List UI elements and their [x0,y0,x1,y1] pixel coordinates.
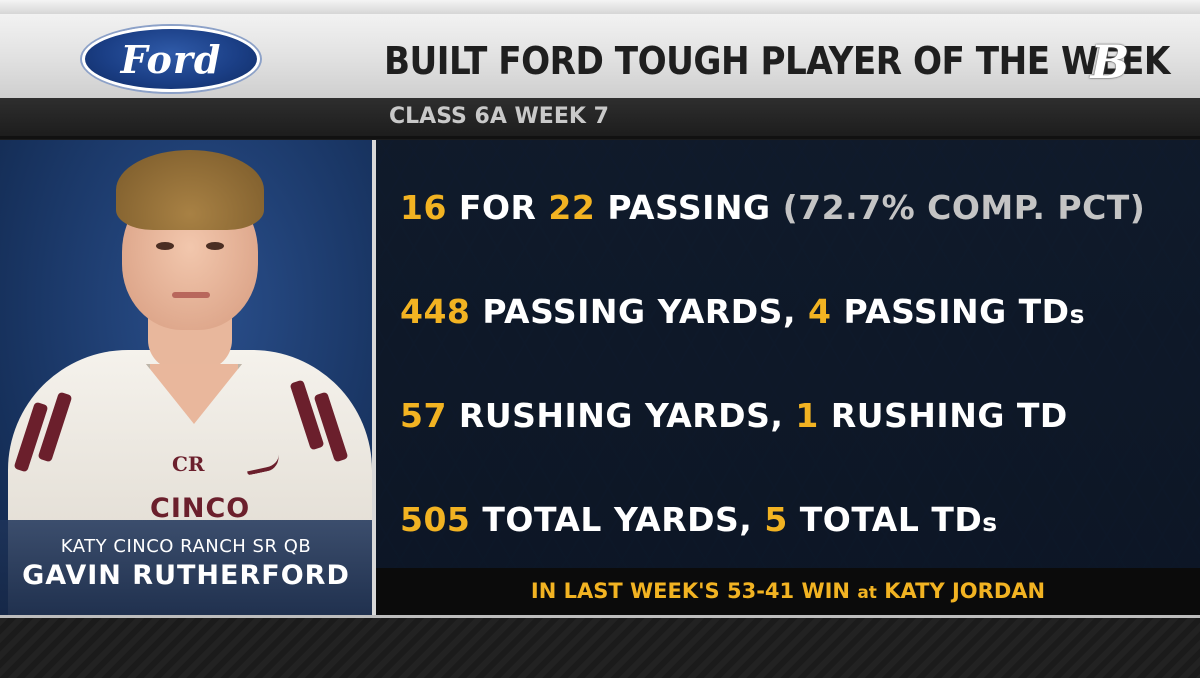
jersey-logo: CR [172,452,205,476]
panel-divider [372,140,376,615]
stat-text: TOTAL YARDS, [470,500,765,539]
stat-line: 57 RUSHING YARDS, 1 RUSHING TD [400,396,1068,436]
week-label: CLASS 6A WEEK 7 [389,104,609,129]
stat-value: 4 [807,292,832,331]
header-bar: Ford BUILT FORD TOUGH PLAYER OF THE WEEK… [0,14,1200,100]
stat-text: PASSING [595,188,783,227]
stat-line: 448 PASSING YARDS, 4 PASSING TDs [400,292,1085,335]
stat-text: TOTAL TD [787,500,983,539]
stat-text: PASSING YARDS, [470,292,808,331]
sub-header-bar: CLASS 6A WEEK 7 [0,98,1200,139]
stat-line: 16 FOR 22 PASSING (72.7% COMP. PCT) [400,188,1145,228]
page-title: BUILT FORD TOUGH PLAYER OF THE WEEK [384,39,1170,83]
stat-line: 505 TOTAL YARDS, 5 TOTAL TDs [400,500,998,543]
network-logo: B [1090,35,1130,89]
bottom-strip [0,615,1200,678]
player-name: GAVIN RUTHERFORD [22,560,350,591]
game-result-opponent: KATY JORDAN [876,579,1046,603]
stat-text: RUSHING YARDS, [446,396,796,435]
stat-text: FOR [446,188,549,227]
game-result: IN LAST WEEK'S 53-41 WIN at KATY JORDAN [376,568,1200,615]
jersey-lettering: CINCO [150,493,251,524]
stat-value: 57 [400,396,447,435]
footer-bar: IN LAST WEEK'S 53-41 WIN at KATY JORDAN [376,568,1200,615]
stat-value: 22 [548,188,596,227]
stat-text: RUSHING TD [818,396,1068,435]
player-mouth [172,292,210,298]
player-eye [156,242,174,250]
player-eye [206,242,224,250]
stat-value: 16 [400,188,447,227]
player-school-position: KATY CINCO RANCH SR QB [60,536,312,557]
stats-panel: 16 FOR 22 PASSING (72.7% COMP. PCT) 448 … [376,140,1200,568]
stat-value: 5 [764,500,788,539]
stat-value: 448 [400,292,471,331]
player-photo: CR CINCO KATY CINCO RANCH SR QB GAVIN RU… [0,140,372,615]
game-result-at: at [857,583,877,603]
player-caption: KATY CINCO RANCH SR QB GAVIN RUTHERFORD [0,520,372,615]
stat-text: (72.7% COMP. PCT) [782,188,1146,227]
ford-logo: Ford [82,26,260,92]
stat-text: s [1069,300,1085,329]
stat-value: 1 [795,396,819,435]
stat-text: s [982,508,998,537]
game-result-text: IN LAST WEEK'S 53-41 WIN [530,579,858,603]
top-strip [0,0,1200,14]
stat-text: PASSING TD [831,292,1070,331]
player-hair [116,150,264,230]
stat-value: 505 [400,500,471,539]
